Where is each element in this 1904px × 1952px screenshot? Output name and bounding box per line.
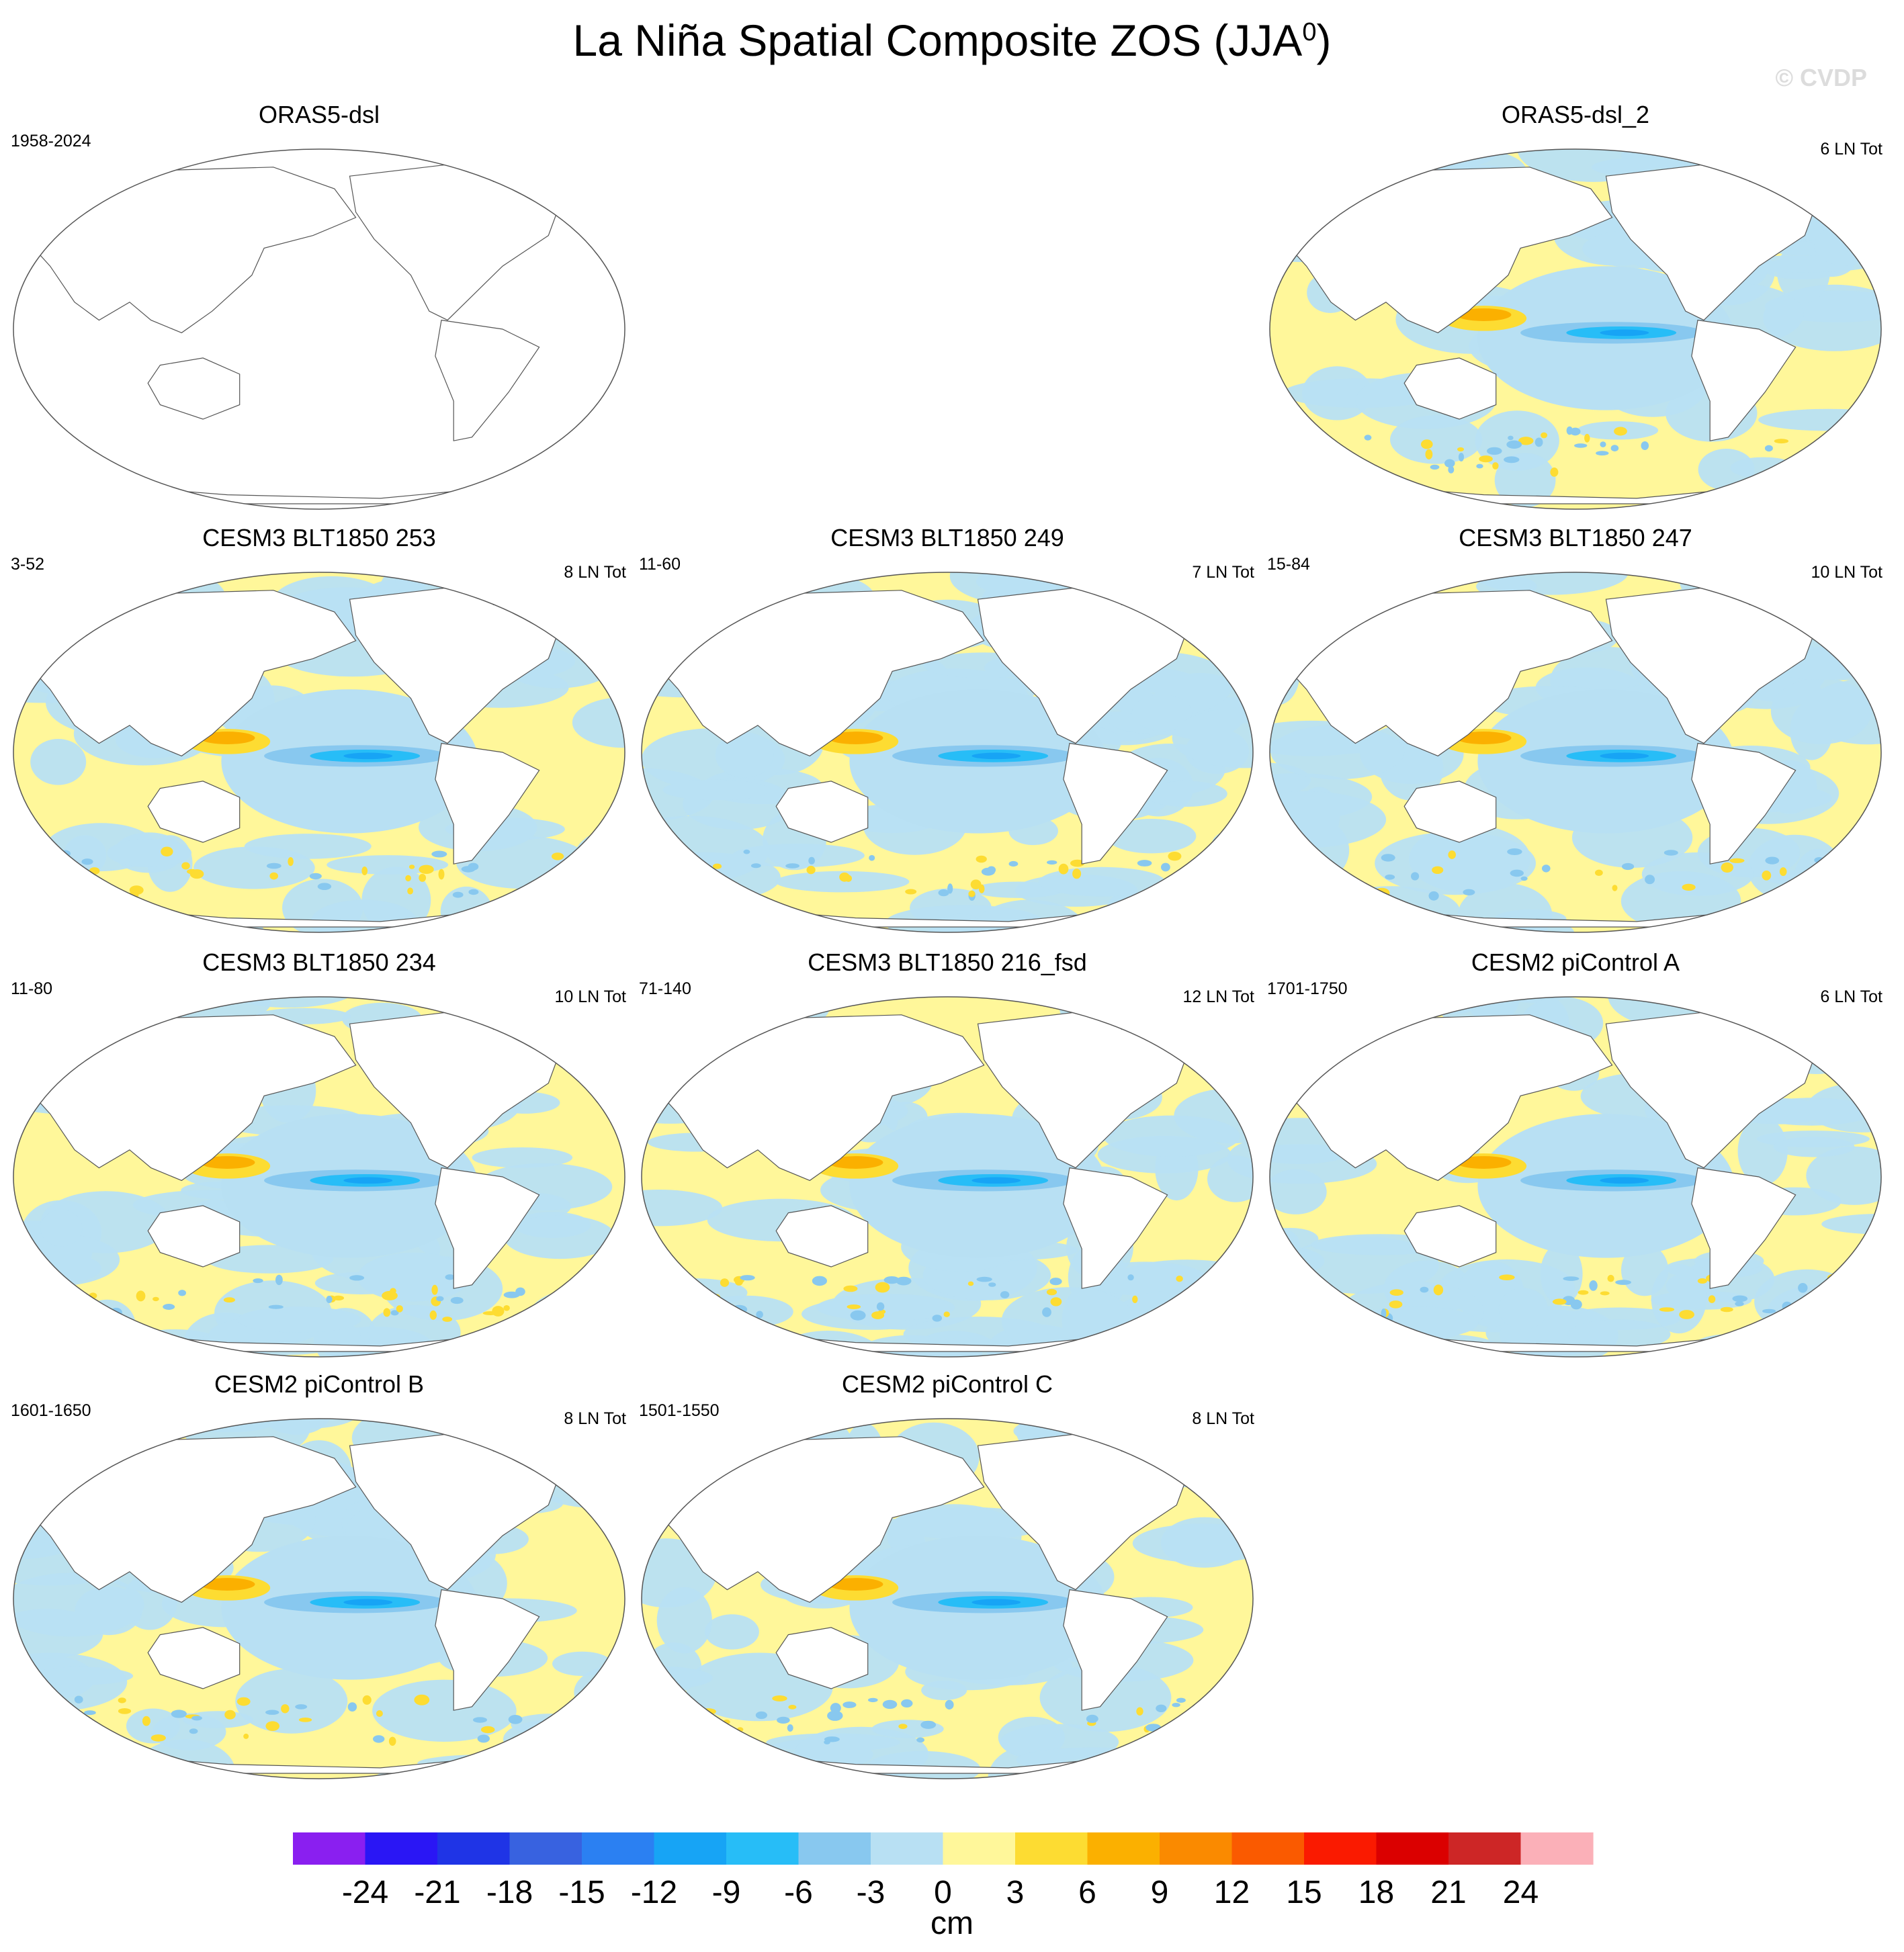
map-panel-cesm2-picontrol-b: CESM2 piControl B 1601-1650 8 LN Tot [7, 1370, 632, 1780]
colorbar-tick-label: 6 [1078, 1875, 1096, 1910]
panel-period-label: 11-60 [639, 555, 681, 574]
figure-title: La Niña Spatial Composite ZOS (JJA0) [572, 15, 1332, 65]
colorbar-tick-label: -3 [856, 1875, 885, 1910]
panel-count-label: 8 LN Tot [1192, 1409, 1254, 1428]
colorbar-tick-label: -6 [784, 1875, 813, 1910]
panel-title: CESM3 BLT1850 253 [202, 524, 436, 551]
map-panel-cesm3-216-fsd: CESM3 BLT1850 216_fsd 71-140 12 LN Tot [635, 948, 1260, 1358]
colorbar-tick-label: -21 [414, 1875, 461, 1910]
colorbar-swatch [293, 1832, 366, 1865]
colorbar-tick-label: 15 [1286, 1875, 1322, 1910]
colorbar-tick-label: -18 [486, 1875, 533, 1910]
colorbar-swatch [943, 1832, 1016, 1865]
colorbar-swatch [1231, 1832, 1305, 1865]
panel-count-label: 8 LN Tot [564, 563, 626, 582]
map-svg [1269, 996, 1882, 1358]
colorbar-tick-label: -24 [341, 1875, 389, 1910]
panel-period-label: 15-84 [1267, 555, 1310, 574]
colorbar-swatch [654, 1832, 727, 1865]
panel-title: CESM2 piControl A [1471, 948, 1680, 976]
colorbar-swatch [1015, 1832, 1088, 1865]
colorbar-swatch [437, 1832, 511, 1865]
map-svg [641, 996, 1254, 1358]
panel-period-label: 3-52 [11, 555, 45, 574]
colorbar-swatch [726, 1832, 799, 1865]
map-panel-cesm3-234: CESM3 BLT1850 234 11-80 10 LN Tot [7, 948, 632, 1358]
panel-count-label: 8 LN Tot [564, 1409, 626, 1428]
panel-count-label: 10 LN Tot [1811, 563, 1883, 582]
map-panel-cesm2-picontrol-a: CESM2 piControl A 1701-1750 6 LN Tot [1263, 948, 1888, 1358]
watermark: © CVDP [1775, 64, 1867, 91]
panel-title: CESM3 BLT1850 216_fsd [808, 948, 1087, 976]
map-panel-cesm3-249: CESM3 BLT1850 249 11-60 7 LN Tot [635, 524, 1260, 934]
colorbar-tick-labels: -24 -21 -18 -15 -12 -9 -6 -3 0 3 6 9 12 15 18 21 24 [293, 1874, 1593, 1914]
colorbar-swatch [871, 1832, 944, 1865]
panel-title: CESM3 BLT1850 249 [830, 524, 1064, 551]
panel-title: CESM3 BLT1850 247 [1459, 524, 1692, 551]
colorbar-units: cm [931, 1906, 973, 1941]
map-svg [641, 1418, 1254, 1779]
map-svg [13, 996, 625, 1358]
colorbar-tick-label: -12 [630, 1875, 678, 1910]
map-panel-oras5-dsl: ORAS5-dsl 1958-2024 [7, 101, 632, 511]
panel-period-label: 1958-2024 [11, 132, 91, 150]
colorbar [293, 1832, 1594, 1865]
map-svg [13, 148, 625, 510]
colorbar-tick-label: 18 [1358, 1875, 1395, 1910]
panel-count-label: 10 LN Tot [554, 987, 626, 1006]
panel-count-label: 6 LN Tot [1820, 140, 1883, 159]
panel-title: ORAS5-dsl_2 [1501, 101, 1650, 128]
map-svg [1269, 148, 1882, 510]
panel-period-label: 71-140 [639, 979, 691, 998]
map-svg [13, 572, 625, 933]
colorbar-swatch [365, 1832, 438, 1865]
panel-period-label: 1701-1750 [1267, 979, 1348, 998]
map-panel-cesm3-247: CESM3 BLT1850 247 15-84 10 LN Tot [1263, 524, 1888, 934]
colorbar-tick-label: 21 [1430, 1875, 1467, 1910]
panel-count-label: 6 LN Tot [1820, 987, 1883, 1006]
colorbar-tick-label: 3 [1006, 1875, 1025, 1910]
colorbar-swatch [582, 1832, 655, 1865]
colorbar-tick-label: 9 [1150, 1875, 1169, 1910]
map-svg [1269, 572, 1882, 933]
panel-period-label: 11-80 [11, 979, 53, 998]
panel-period-label: 1601-1650 [11, 1401, 91, 1420]
panel-title: CESM2 piControl C [841, 1370, 1053, 1398]
colorbar-tick-label: -15 [558, 1875, 605, 1910]
panel-title: ORAS5-dsl [258, 101, 380, 128]
panel-title: CESM3 BLT1850 234 [202, 948, 436, 976]
colorbar-tick-label: 12 [1213, 1875, 1250, 1910]
colorbar-swatch [1304, 1832, 1377, 1865]
colorbar-tick-label: 24 [1502, 1875, 1539, 1910]
map-svg [13, 1418, 625, 1779]
map-panel-oras5-dsl-2: ORAS5-dsl_2 6 LN Tot [1263, 101, 1888, 511]
colorbar-swatch [798, 1832, 871, 1865]
panel-count-label: 12 LN Tot [1182, 987, 1254, 1006]
colorbar-swatch [1448, 1832, 1522, 1865]
colorbar-swatch [1087, 1832, 1160, 1865]
map-panel-cesm2-picontrol-c: CESM2 piControl C 1501-1550 8 LN Tot [635, 1370, 1260, 1780]
map-panel-cesm3-253: CESM3 BLT1850 253 3-52 8 LN Tot [7, 524, 632, 934]
map-svg [641, 572, 1254, 933]
panel-period-label: 1501-1550 [639, 1401, 720, 1420]
colorbar-tick-label: 0 [934, 1875, 952, 1910]
panel-title: CESM2 piControl B [214, 1370, 425, 1398]
colorbar-swatch [1160, 1832, 1233, 1865]
colorbar-swatch [1376, 1832, 1449, 1865]
colorbar-swatch [1520, 1832, 1594, 1865]
colorbar-tick-label: -9 [711, 1875, 741, 1910]
panel-count-label: 7 LN Tot [1192, 563, 1254, 582]
colorbar-swatch [509, 1832, 582, 1865]
